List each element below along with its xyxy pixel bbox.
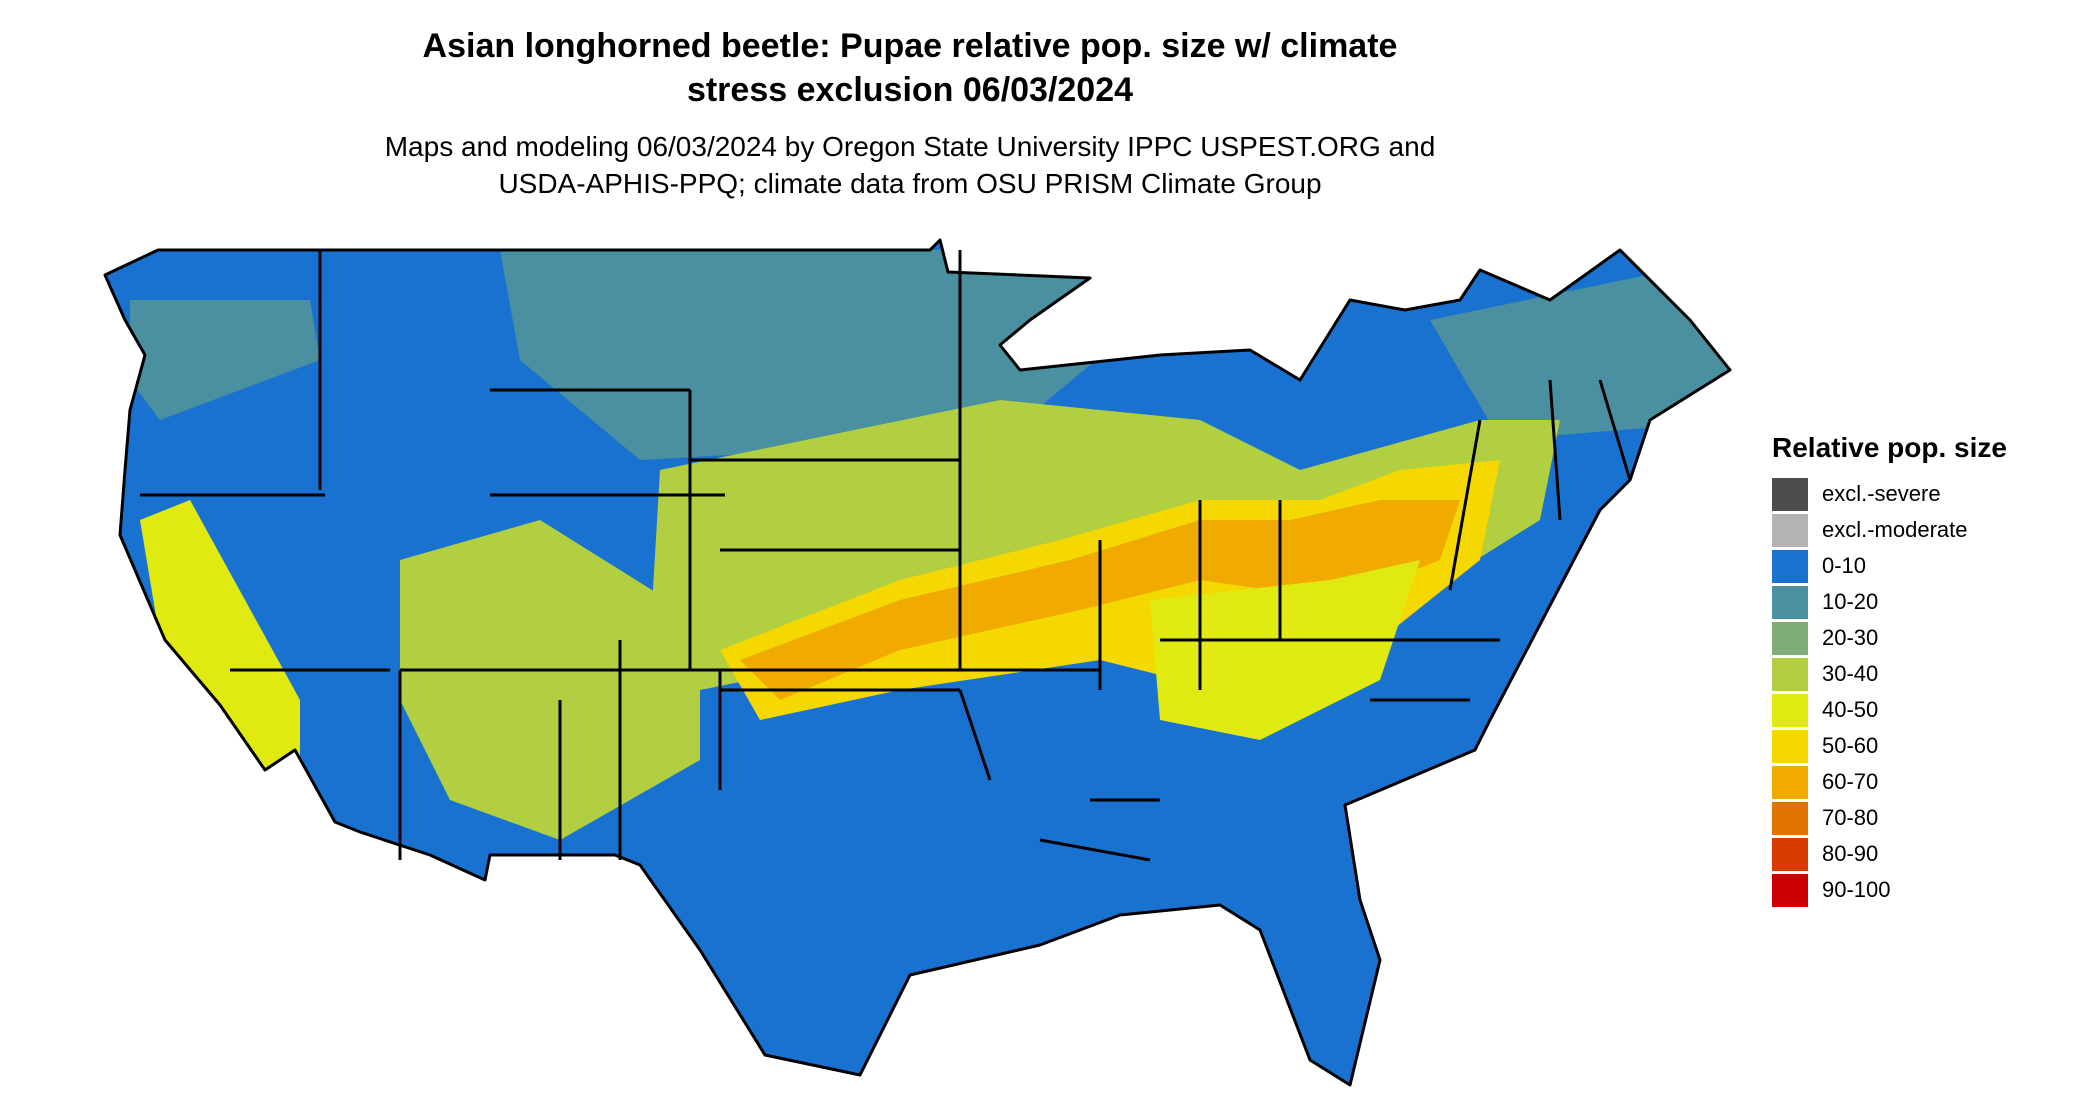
legend-item: 10-20 bbox=[1772, 584, 2007, 620]
pacific-northwest-zone bbox=[130, 300, 320, 420]
legend-item: 0-10 bbox=[1772, 548, 2007, 584]
legend-swatch bbox=[1772, 621, 1808, 655]
map-title: Asian longhorned beetle: Pupae relative … bbox=[0, 24, 1820, 112]
legend-label: 70-80 bbox=[1822, 805, 1879, 830]
legend-item: 50-60 bbox=[1772, 728, 2007, 764]
legend-swatch bbox=[1772, 513, 1808, 547]
subtitle-line-1: Maps and modeling 06/03/2024 by Oregon S… bbox=[384, 131, 1436, 162]
title-line-2: stress exclusion 06/03/2024 bbox=[686, 71, 1134, 109]
state-borders bbox=[140, 250, 1632, 862]
northeast-zone bbox=[1430, 260, 1730, 440]
legend-label: 30-40 bbox=[1822, 661, 1879, 686]
legend-item: 30-40 bbox=[1772, 656, 2007, 692]
legend-swatch bbox=[1772, 585, 1808, 619]
legend-swatch bbox=[1772, 765, 1808, 799]
legend-swatch bbox=[1772, 549, 1808, 583]
legend-swatch bbox=[1772, 729, 1808, 763]
legend-swatch bbox=[1772, 657, 1808, 691]
legend-label: 0-10 bbox=[1822, 553, 1867, 578]
legend-item: 90-100 bbox=[1772, 872, 2007, 908]
legend-items: excl.-severe excl.-moderate 0-10 10-20 20-30… bbox=[1772, 476, 2007, 908]
legend-label: 50-60 bbox=[1822, 733, 1879, 758]
southwest-highland-zone bbox=[400, 520, 700, 840]
legend-label: 60-70 bbox=[1822, 769, 1879, 794]
legend-label: 80-90 bbox=[1822, 841, 1879, 866]
boundary-lines bbox=[103, 238, 1732, 1087]
legend-item: 40-50 bbox=[1772, 692, 2007, 728]
legend-label: 40-50 bbox=[1822, 697, 1879, 722]
appalachian-zone bbox=[1150, 560, 1420, 740]
legend-item: 20-30 bbox=[1772, 620, 2007, 656]
legend-swatch bbox=[1772, 873, 1808, 907]
legend-item: 80-90 bbox=[1772, 836, 2007, 872]
legend-swatch bbox=[1772, 693, 1808, 727]
legend-item: excl.-moderate bbox=[1772, 512, 2007, 548]
legend-item: 60-70 bbox=[1772, 764, 2007, 800]
subtitle-line-2: USDA-APHIS-PPQ; climate data from OSU PR… bbox=[498, 168, 1322, 199]
map-land bbox=[105, 240, 1730, 1085]
title-line-1: Asian longhorned beetle: Pupae relative … bbox=[422, 27, 1398, 65]
legend-item: 70-80 bbox=[1772, 800, 2007, 836]
legend-title: Relative pop. size bbox=[1772, 432, 2007, 463]
legend-label: excl.-severe bbox=[1822, 481, 1941, 506]
legend-swatch bbox=[1772, 801, 1808, 835]
legend-swatch bbox=[1772, 837, 1808, 871]
legend-label: excl.-moderate bbox=[1822, 517, 1968, 542]
legend: Relative pop. size excl.-severe excl.-mod… bbox=[1772, 432, 2007, 908]
legend-swatch bbox=[1772, 477, 1808, 511]
legend-item: excl.-severe bbox=[1772, 476, 2007, 512]
california-valley-zone bbox=[140, 500, 300, 800]
legend-label: 90-100 bbox=[1822, 877, 1891, 902]
legend-label: 20-30 bbox=[1822, 625, 1879, 650]
map-subtitle: Maps and modeling 06/03/2024 by Oregon S… bbox=[0, 128, 1820, 202]
legend-label: 10-20 bbox=[1822, 589, 1879, 614]
